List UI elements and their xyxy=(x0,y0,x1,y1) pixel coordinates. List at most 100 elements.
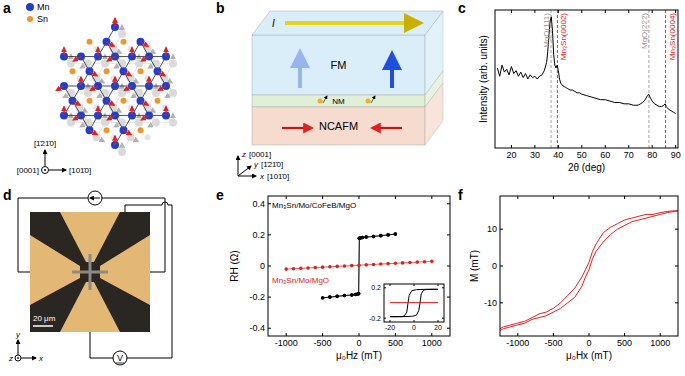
axis-name: z xyxy=(241,150,246,159)
arrow xyxy=(90,71,98,76)
data-point xyxy=(335,265,339,269)
arrow xyxy=(141,115,149,120)
x-tick-label: -1000 xyxy=(506,338,529,348)
panel-label: e xyxy=(216,187,224,203)
arrow xyxy=(138,113,139,122)
data-point xyxy=(372,235,376,239)
y-tick-label: 0.2 xyxy=(252,230,265,240)
x-tick-label: 50 xyxy=(577,150,587,160)
arrow xyxy=(165,106,166,115)
data-point xyxy=(343,294,347,298)
data-point xyxy=(306,266,310,270)
sn-atom xyxy=(121,39,127,45)
x-tick-label: 0 xyxy=(412,324,416,331)
wire xyxy=(90,332,113,358)
fm-arrow-hollow xyxy=(298,52,302,88)
data-point xyxy=(357,292,361,296)
legend-swatch xyxy=(27,16,33,22)
gold-pad xyxy=(30,235,80,305)
figure: abcdefMnSn[1̄21̄0][0001][101̄0]FMNMNCAFM… xyxy=(0,0,685,376)
direction-label: [101̄0] xyxy=(69,166,91,175)
series-line xyxy=(286,261,432,269)
current-source xyxy=(88,191,102,205)
wire xyxy=(102,198,165,272)
arrow xyxy=(97,48,98,57)
data-point xyxy=(415,260,419,264)
layer-front xyxy=(252,35,425,95)
arrow xyxy=(141,42,149,47)
x-tick-label: -20 xyxy=(385,324,395,331)
panel-label: b xyxy=(216,0,225,16)
top-face xyxy=(252,11,443,35)
x-tick-label: 500 xyxy=(388,338,403,348)
data-point xyxy=(401,261,405,265)
data-point xyxy=(379,262,383,266)
x-tick-label: 70 xyxy=(624,150,634,160)
arrow xyxy=(158,86,166,91)
x-tick-label: 20 xyxy=(506,150,516,160)
axis-direction: [1̄21̄0] xyxy=(261,160,283,169)
micrograph: 20 μmVyzx xyxy=(8,191,172,365)
arrow xyxy=(73,115,81,120)
arrow xyxy=(49,170,66,171)
legend-label: Mn xyxy=(37,2,50,12)
axis-direction: [101̄0] xyxy=(267,172,289,181)
arrow xyxy=(131,106,132,115)
series-label: Mn₃Sn/Mo/CoFeB/MgO xyxy=(272,201,356,210)
arrow xyxy=(63,48,64,57)
sn-atom xyxy=(145,134,151,140)
data-point xyxy=(423,260,427,264)
voltmeter xyxy=(113,351,127,365)
meter-underline xyxy=(116,363,124,364)
annotation: MgO(111) xyxy=(542,13,551,48)
data-point xyxy=(314,266,318,270)
wire xyxy=(125,202,172,358)
data-layer xyxy=(390,289,438,316)
hall-cross xyxy=(89,254,92,290)
x-tick-label: 30 xyxy=(530,150,540,160)
crystal: MnSn[1̄21̄0][0001][101̄0] xyxy=(17,2,177,175)
y-tick-label: 0 xyxy=(492,261,497,271)
data-point xyxy=(394,232,398,236)
magnetization-chart: -1000-50005001000-10010μ₀Hx (mT)M (mT) xyxy=(469,196,678,361)
arrow xyxy=(172,55,173,64)
data-point xyxy=(379,234,383,238)
data-point xyxy=(364,263,368,267)
axis-name: x xyxy=(259,172,265,181)
annotation: Mn₃Sn(0004) xyxy=(668,13,677,61)
data-point xyxy=(386,233,390,237)
axis-name: x xyxy=(38,354,44,363)
arrow xyxy=(148,77,149,86)
sn-atom xyxy=(104,127,110,133)
arrow xyxy=(114,18,115,27)
y-tick-label: -0.2 xyxy=(369,315,381,322)
arrow xyxy=(141,101,149,106)
layer-side xyxy=(425,83,443,145)
x-tick-label: 500 xyxy=(617,338,632,348)
arrow xyxy=(238,156,239,176)
reference-line xyxy=(557,10,558,148)
data-point xyxy=(357,263,361,267)
sn-atom xyxy=(155,98,161,104)
arrow xyxy=(141,57,149,62)
panel-label: f xyxy=(458,187,463,203)
reference-line xyxy=(665,10,666,148)
arrow xyxy=(282,127,312,129)
data-point xyxy=(350,264,354,268)
axis-name: y xyxy=(253,160,259,169)
data-point xyxy=(343,264,347,268)
arrow xyxy=(323,96,327,103)
arrow xyxy=(124,86,132,91)
arrow xyxy=(114,136,115,145)
arrow xyxy=(90,86,98,91)
electron xyxy=(318,99,323,104)
data-point xyxy=(386,262,390,266)
arrow xyxy=(121,143,122,152)
arrow xyxy=(97,106,98,115)
axis-out-dot xyxy=(44,169,46,171)
layer-front xyxy=(252,107,425,145)
arrow xyxy=(107,42,115,47)
axis-out-dot xyxy=(17,357,19,359)
layer-front xyxy=(252,95,425,107)
arrow xyxy=(18,340,19,355)
